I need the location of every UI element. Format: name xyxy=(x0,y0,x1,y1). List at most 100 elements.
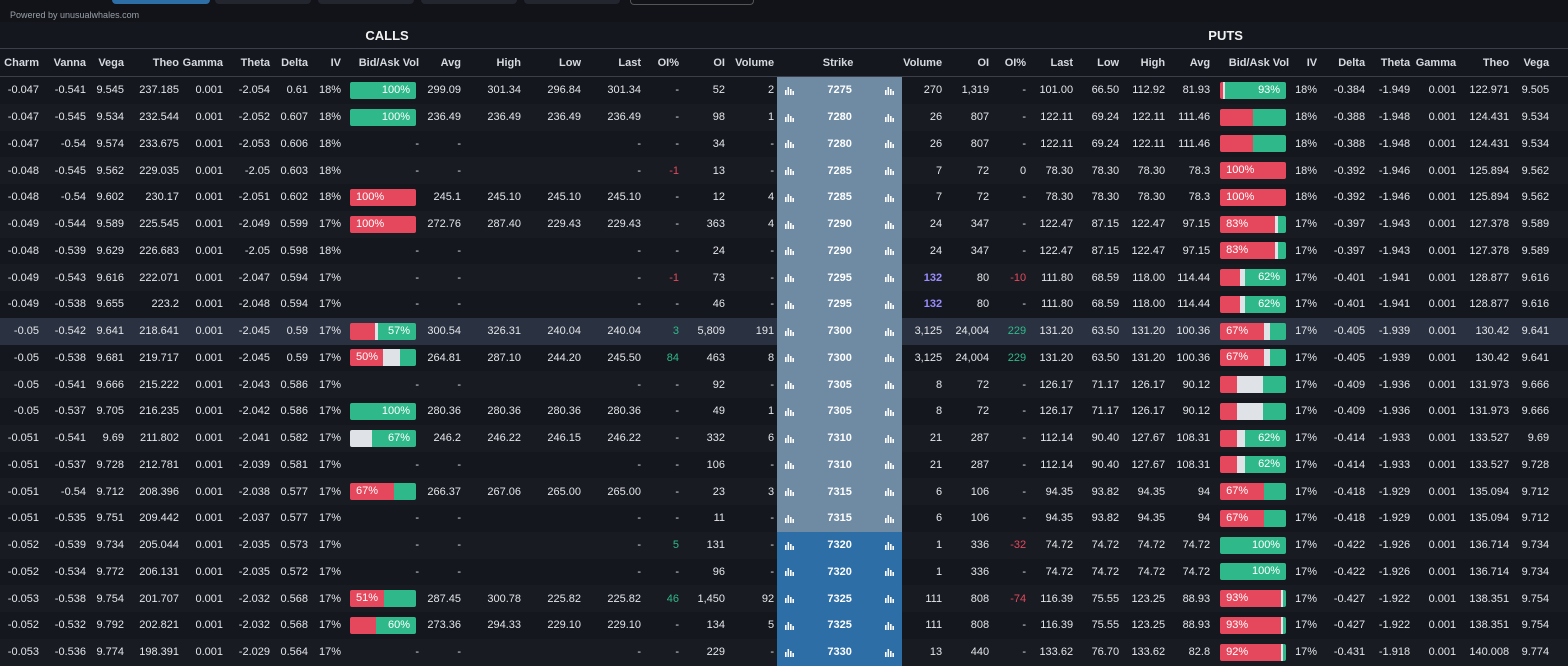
spacer xyxy=(1552,371,1568,398)
chart-icon[interactable] xyxy=(885,460,895,470)
chart-icon[interactable] xyxy=(785,541,795,550)
bid-ask-bar: 92% xyxy=(1220,643,1287,661)
chart-icon[interactable] xyxy=(885,487,895,497)
chart-icon[interactable] xyxy=(785,514,795,523)
cell: 132 xyxy=(923,271,943,284)
cell: - xyxy=(675,619,679,632)
chart-icon[interactable] xyxy=(785,86,795,95)
chart-icon[interactable] xyxy=(885,621,895,630)
cell: 9.69 xyxy=(1527,432,1550,445)
chart-icon[interactable] xyxy=(885,246,895,256)
chart-icon[interactable] xyxy=(785,407,795,416)
chart-icon[interactable] xyxy=(785,246,795,256)
cell: 17% xyxy=(1295,271,1318,284)
bar-segment xyxy=(1274,242,1279,260)
bid-ask-bar: 62% xyxy=(1220,456,1287,474)
cell: 5 xyxy=(672,539,679,552)
tab[interactable] xyxy=(318,0,414,4)
chart-icon[interactable] xyxy=(885,139,895,149)
bar-label: 100% xyxy=(381,83,410,96)
spacer xyxy=(1552,211,1568,238)
cell: 229 xyxy=(1007,351,1027,364)
chart-icon[interactable] xyxy=(785,353,795,363)
chart-icon[interactable] xyxy=(785,567,795,577)
cell: -2.039 xyxy=(238,458,270,471)
tab[interactable] xyxy=(524,0,620,4)
chart-icon[interactable] xyxy=(785,193,795,202)
bar-segment xyxy=(1220,188,1287,206)
bid-ask-bar xyxy=(1220,376,1287,394)
cell: -1.946 xyxy=(1378,191,1411,204)
tab[interactable] xyxy=(421,0,517,4)
chart-icon[interactable] xyxy=(785,380,795,390)
chart-icon[interactable] xyxy=(885,113,895,122)
cell: - xyxy=(1022,378,1027,391)
cell: 140.008 xyxy=(1469,646,1510,659)
chart-icon[interactable] xyxy=(785,434,795,443)
chart-icon[interactable] xyxy=(885,300,895,309)
cell: - xyxy=(770,378,775,391)
chart-icon[interactable] xyxy=(885,86,895,95)
cell: 71.17 xyxy=(1091,378,1120,391)
cell: 1 xyxy=(935,539,943,552)
chart-icon[interactable] xyxy=(885,380,895,390)
chart-icon[interactable] xyxy=(785,300,795,309)
chart-icon[interactable] xyxy=(785,327,795,336)
strike: 7320 xyxy=(827,565,852,578)
chart-icon[interactable] xyxy=(785,487,795,497)
strike-wrap: 7325 xyxy=(777,619,902,631)
chart-icon[interactable] xyxy=(885,514,895,523)
cell: 94 xyxy=(1197,512,1211,525)
chart-icon[interactable] xyxy=(785,621,795,630)
chart-icon[interactable] xyxy=(885,353,895,363)
chart-icon[interactable] xyxy=(785,220,795,229)
cell: 270 xyxy=(923,84,943,97)
cell: 136.714 xyxy=(1469,565,1510,578)
chart-icon[interactable] xyxy=(785,594,795,604)
cell: 69.24 xyxy=(1091,111,1120,124)
bid-ask-bar: 62% xyxy=(1220,429,1287,447)
chart-icon[interactable] xyxy=(785,166,795,176)
chart-icon[interactable] xyxy=(885,193,895,202)
tab[interactable] xyxy=(215,0,311,4)
chart-icon[interactable] xyxy=(885,220,895,229)
bar-segment xyxy=(1245,295,1287,313)
cell xyxy=(524,131,584,158)
chart-icon[interactable] xyxy=(885,434,895,443)
cell: -0.051 xyxy=(7,512,39,525)
cell: 1,450 xyxy=(697,592,725,605)
cell: 4 xyxy=(767,191,775,204)
chart-icon[interactable] xyxy=(885,273,895,283)
cell: 17% xyxy=(1295,592,1318,605)
cell: -1.933 xyxy=(1378,458,1411,471)
chart-icon[interactable] xyxy=(785,273,795,283)
cell: 108.31 xyxy=(1176,432,1211,445)
cell xyxy=(524,238,584,265)
cell: 0.001 xyxy=(195,646,223,659)
cell: 9.562 xyxy=(1521,191,1550,204)
chart-icon[interactable] xyxy=(785,139,795,149)
cell: -0.049 xyxy=(7,218,39,231)
cell: 272.76 xyxy=(427,218,461,231)
chart-icon[interactable] xyxy=(885,567,895,577)
chart-icon[interactable] xyxy=(785,113,795,122)
cell: 9.534 xyxy=(1521,111,1550,124)
chart-icon[interactable] xyxy=(885,648,895,657)
chart-icon[interactable] xyxy=(785,648,795,657)
strike: 7305 xyxy=(827,405,852,418)
bar-label: 67% xyxy=(1226,324,1249,337)
cell: 9.712 xyxy=(96,485,124,498)
cell: 122.11 xyxy=(1132,111,1166,124)
chart-icon[interactable] xyxy=(785,460,795,470)
chart-icon[interactable] xyxy=(885,327,895,336)
tab[interactable] xyxy=(112,0,210,4)
input[interactable] xyxy=(630,0,754,5)
bar-segment xyxy=(375,322,379,340)
cell xyxy=(524,559,584,586)
chart-icon[interactable] xyxy=(885,407,895,416)
column-header: Gamma xyxy=(182,48,226,77)
chart-icon[interactable] xyxy=(885,541,895,550)
bid-ask-bar: 62% xyxy=(1220,295,1287,313)
chart-icon[interactable] xyxy=(885,594,895,604)
chart-icon[interactable] xyxy=(885,166,895,176)
